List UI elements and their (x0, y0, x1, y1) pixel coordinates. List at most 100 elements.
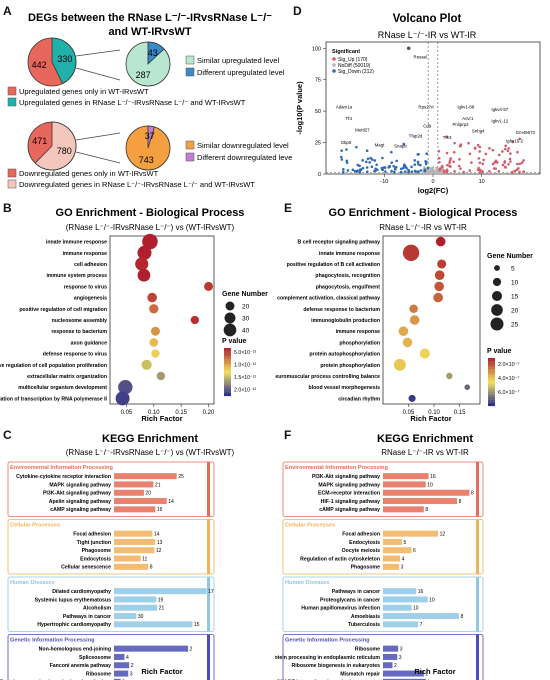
kegg-c-marks: Environmental Information Processing Cyto… (0, 461, 215, 680)
kegg-count-label: 16 (430, 474, 436, 480)
sig-down-point (366, 170, 369, 174)
color-bar-step (224, 388, 231, 390)
go-bubble (149, 338, 159, 347)
gene-label: Igkv1-88 (457, 105, 474, 110)
kegg-count-label: 13 (157, 540, 163, 546)
kegg-bar (114, 473, 177, 480)
go-bubble (190, 315, 199, 325)
volcano-ytick-label: 50 (315, 109, 321, 115)
legend-different-dn: Different downregulated level (197, 153, 292, 162)
sig-up-point (504, 144, 508, 148)
kegg-bar (114, 613, 137, 620)
go-b-color-legend-title: P value (222, 338, 246, 345)
go-xtick-label: 0.15 (454, 410, 466, 416)
key-up-both: Upregulated genes in RNase L⁻/⁻-IRvsRNas… (19, 98, 246, 107)
kegg-count-label: 11 (142, 556, 147, 562)
up-pie-2-label-b: 43 (148, 48, 158, 58)
kegg-term-label: Human papillomavirus infection (301, 606, 380, 612)
legend-sig-down-dot (332, 69, 336, 73)
color-bar-step (488, 358, 495, 360)
kegg-count-label: 20 (145, 491, 151, 497)
size-legend-label: 15 (511, 294, 519, 301)
legend-similar-up: Similar upregulated level (197, 56, 279, 65)
kegg-term-label: Ribosome (355, 646, 380, 652)
kegg-group-box (282, 461, 484, 517)
color-bar-step (488, 402, 495, 405)
kegg-c-xlabel: Rich Factor (141, 667, 182, 676)
legend-similar-up-swatch (185, 55, 195, 65)
color-bar-step (488, 369, 495, 371)
kegg-count-label: 10 (429, 597, 435, 603)
color-bar-step (488, 380, 495, 383)
go-bubble (156, 371, 166, 381)
sig-up-point (520, 161, 524, 165)
kegg-term-label: Protein processing in endoplasmic reticu… (275, 655, 380, 661)
dn-pie-1-slice-b (34, 121, 77, 171)
color-bar-step (488, 361, 495, 363)
sig-down-point (424, 162, 428, 166)
sig-up-point (438, 160, 441, 164)
go-term-label: axon guidance (71, 340, 107, 346)
sig-down-point (425, 152, 429, 156)
color-bar-step (224, 375, 231, 377)
sig-down-point (358, 170, 362, 174)
sig-up-point (518, 137, 522, 141)
go-bubble (204, 281, 214, 291)
go-bubble (464, 384, 471, 390)
kegg-group-box (282, 634, 484, 680)
sig-up-point (494, 159, 498, 163)
sig-down-point (383, 166, 387, 169)
kegg-group-title: Cellular Processes (285, 523, 335, 529)
key-dn-only-wt-swatch (7, 168, 17, 178)
sig-up-point (515, 168, 519, 172)
kegg-term-label: Endocytosis (349, 540, 380, 546)
color-legend-label: 2.0×10⁻¹² (234, 388, 256, 394)
legend-similar-dn-swatch (185, 140, 195, 150)
go-term-label: phagocytosis, engulfment (316, 284, 381, 290)
legend-different-up-swatch (185, 67, 195, 77)
kegg-group-title: Environmental Information Processing (10, 465, 113, 471)
go-xtick-label: 0.20 (203, 410, 215, 416)
sig-down-point (353, 169, 357, 173)
go-term-label: protein phosphorylation (320, 363, 380, 369)
gene-label: Tfap2d (409, 134, 423, 139)
color-bar-step (224, 376, 231, 379)
color-bar-step (488, 378, 495, 381)
sig-up-point (501, 163, 505, 167)
kegg-term-label: MAPK signaling pathway (318, 482, 380, 488)
sig-down-point (402, 166, 405, 170)
go-b-size-legend: 20 30 40 (223, 301, 250, 337)
color-bar-step (224, 389, 231, 392)
kegg-group-sidebar (476, 462, 479, 517)
color-bar-step (488, 375, 495, 378)
panel-a-title-line2: and WT-IRvsWT (108, 26, 191, 38)
volcano-legend-title: Significant (332, 49, 360, 55)
size-legend-label: 30 (242, 316, 250, 323)
sig-down-point (403, 170, 407, 173)
go-term-label: phosphorylation (339, 340, 380, 346)
kegg-count-label: 3 (401, 565, 404, 571)
volcano-plot-area (325, 41, 541, 175)
kegg-term-label: Ribosome (86, 671, 111, 677)
kegg-f-title: KEGG Enrichment (377, 433, 473, 445)
kegg-count-label: 16 (157, 507, 163, 513)
kegg-bar (114, 506, 156, 513)
color-bar-step (224, 386, 231, 389)
sig-down-point (361, 166, 365, 170)
sig-up-point (510, 170, 514, 174)
go-e-subtitle: RNase L⁻/⁻-IR vs WT-IR (379, 223, 467, 232)
kegg-bar (114, 588, 207, 595)
kegg-bar (383, 662, 393, 669)
kegg-term-label: Alcoholism (83, 606, 111, 612)
key-up-only-wt: Upregulated genes only in WT-IRvsWT (19, 87, 149, 96)
sig-down-point (345, 159, 349, 163)
panel-c-letter: C (3, 428, 12, 442)
dn-pie-1-label-b: 780 (57, 146, 72, 156)
color-bar-step (224, 383, 231, 385)
volcano-plot: Volcano Plot RNase L⁻/⁻-IR vs WT-IR Rnas… (295, 13, 541, 195)
dn-connector-bottom (75, 151, 121, 164)
kegg-count-label: 8 (150, 565, 153, 571)
kegg-bar (383, 678, 426, 680)
sig-up-point (462, 170, 466, 174)
sig-down-point (395, 159, 398, 163)
